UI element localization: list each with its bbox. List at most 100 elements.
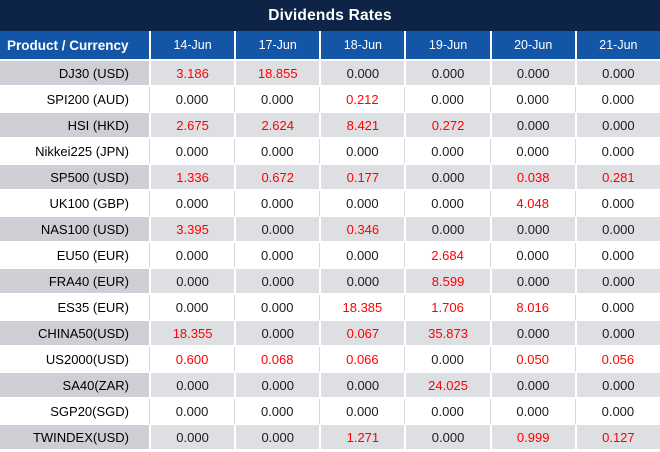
value-cell: 0.000 bbox=[404, 425, 490, 451]
value-cell: 0.000 bbox=[404, 165, 490, 191]
product-cell: US2000(USD) bbox=[0, 347, 149, 373]
value-cell: 0.000 bbox=[404, 399, 490, 425]
value-cell: 0.672 bbox=[234, 165, 320, 191]
product-cell: CHINA50(USD) bbox=[0, 321, 149, 347]
value-cell: 0.346 bbox=[319, 217, 405, 243]
value-cell: 4.048 bbox=[489, 191, 575, 217]
value-cell: 0.066 bbox=[319, 347, 405, 373]
value-cell: 0.000 bbox=[149, 243, 235, 269]
table-row: SPI200 (AUD) 0.000 0.000 0.212 0.000 0.000 0.0… bbox=[0, 87, 660, 113]
table-row: CHINA50(USD) 18.355 0.000 0.067 35.873 0.000 0… bbox=[0, 321, 660, 347]
table-row: Nikkei225 (JPN) 0.000 0.000 0.000 0.000 0.000… bbox=[0, 139, 660, 165]
product-cell: SGP20(SGD) bbox=[0, 399, 149, 425]
product-currency-header: Product / Currency bbox=[0, 31, 149, 61]
value-cell: 0.000 bbox=[234, 191, 320, 217]
value-cell: 0.600 bbox=[149, 347, 235, 373]
date-header: 21-Jun bbox=[574, 31, 660, 61]
value-cell: 0.000 bbox=[489, 373, 575, 399]
table-row: TWINDEX(USD) 0.000 0.000 1.271 0.000 0.999 0.1… bbox=[0, 425, 660, 451]
value-cell: 0.000 bbox=[489, 139, 575, 165]
value-cell: 0.000 bbox=[319, 373, 405, 399]
value-cell: 18.385 bbox=[319, 295, 405, 321]
value-cell: 0.000 bbox=[489, 217, 575, 243]
date-header: 20-Jun bbox=[489, 31, 575, 61]
value-cell: 0.000 bbox=[574, 87, 660, 113]
value-cell: 0.000 bbox=[404, 217, 490, 243]
title-bar: Dividends Rates bbox=[0, 0, 660, 31]
value-cell: 0.281 bbox=[574, 165, 660, 191]
value-cell: 2.624 bbox=[234, 113, 320, 139]
value-cell: 0.000 bbox=[489, 243, 575, 269]
value-cell: 18.355 bbox=[149, 321, 235, 347]
value-cell: 18.855 bbox=[234, 61, 320, 87]
value-cell: 0.000 bbox=[234, 321, 320, 347]
value-cell: 0.000 bbox=[489, 87, 575, 113]
value-cell: 0.056 bbox=[574, 347, 660, 373]
value-cell: 2.684 bbox=[404, 243, 490, 269]
value-cell: 0.000 bbox=[574, 269, 660, 295]
product-cell: EU50 (EUR) bbox=[0, 243, 149, 269]
value-cell: 0.000 bbox=[489, 269, 575, 295]
value-cell: 0.000 bbox=[489, 113, 575, 139]
value-cell: 0.068 bbox=[234, 347, 320, 373]
value-cell: 3.395 bbox=[149, 217, 235, 243]
value-cell: 0.000 bbox=[149, 139, 235, 165]
value-cell: 0.000 bbox=[319, 269, 405, 295]
value-cell: 0.000 bbox=[234, 87, 320, 113]
value-cell: 0.000 bbox=[404, 87, 490, 113]
value-cell: 0.000 bbox=[489, 399, 575, 425]
product-cell: Nikkei225 (JPN) bbox=[0, 139, 149, 165]
value-cell: 24.025 bbox=[404, 373, 490, 399]
table-row: SP500 (USD) 1.336 0.672 0.177 0.000 0.038 0.28… bbox=[0, 165, 660, 191]
table-row: ES35 (EUR) 0.000 0.000 18.385 1.706 8.016 0.00… bbox=[0, 295, 660, 321]
product-cell: ES35 (EUR) bbox=[0, 295, 149, 321]
value-cell: 0.000 bbox=[234, 217, 320, 243]
value-cell: 2.675 bbox=[149, 113, 235, 139]
value-cell: 0.000 bbox=[404, 191, 490, 217]
value-cell: 0.000 bbox=[234, 139, 320, 165]
product-cell: UK100 (GBP) bbox=[0, 191, 149, 217]
date-header: 17-Jun bbox=[234, 31, 320, 61]
value-cell: 0.000 bbox=[574, 139, 660, 165]
table-row: DJ30 (USD) 3.186 18.855 0.000 0.000 0.000 0.00… bbox=[0, 61, 660, 87]
value-cell: 1.271 bbox=[319, 425, 405, 451]
value-cell: 0.000 bbox=[234, 399, 320, 425]
product-cell: NAS100 (USD) bbox=[0, 217, 149, 243]
value-cell: 0.000 bbox=[574, 321, 660, 347]
value-cell: 0.000 bbox=[489, 321, 575, 347]
value-cell: 0.000 bbox=[149, 425, 235, 451]
value-cell: 0.000 bbox=[574, 113, 660, 139]
date-header: 18-Jun bbox=[319, 31, 405, 61]
value-cell: 0.000 bbox=[234, 295, 320, 321]
table-row: NAS100 (USD) 3.395 0.000 0.346 0.000 0.000 0.0… bbox=[0, 217, 660, 243]
product-cell: SPI200 (AUD) bbox=[0, 87, 149, 113]
product-cell: SP500 (USD) bbox=[0, 165, 149, 191]
value-cell: 3.186 bbox=[149, 61, 235, 87]
value-cell: 0.050 bbox=[489, 347, 575, 373]
table-row: SGP20(SGD) 0.000 0.000 0.000 0.000 0.000 0.000 bbox=[0, 399, 660, 425]
value-cell: 0.000 bbox=[319, 243, 405, 269]
value-cell: 0.272 bbox=[404, 113, 490, 139]
value-cell: 35.873 bbox=[404, 321, 490, 347]
date-header: 14-Jun bbox=[149, 31, 235, 61]
table-row: UK100 (GBP) 0.000 0.000 0.000 0.000 4.048 0.00… bbox=[0, 191, 660, 217]
table-row: SA40(ZAR) 0.000 0.000 0.000 24.025 0.000 0.000 bbox=[0, 373, 660, 399]
product-cell: FRA40 (EUR) bbox=[0, 269, 149, 295]
value-cell: 0.000 bbox=[404, 139, 490, 165]
value-cell: 0.000 bbox=[489, 61, 575, 87]
value-cell: 0.000 bbox=[319, 61, 405, 87]
value-cell: 0.000 bbox=[149, 373, 235, 399]
value-cell: 0.212 bbox=[319, 87, 405, 113]
value-cell: 0.000 bbox=[319, 399, 405, 425]
value-cell: 0.000 bbox=[234, 373, 320, 399]
product-cell: DJ30 (USD) bbox=[0, 61, 149, 87]
value-cell: 0.067 bbox=[319, 321, 405, 347]
value-cell: 0.177 bbox=[319, 165, 405, 191]
value-cell: 8.421 bbox=[319, 113, 405, 139]
product-cell: TWINDEX(USD) bbox=[0, 425, 149, 451]
value-cell: 0.000 bbox=[574, 217, 660, 243]
table-row: US2000(USD) 0.600 0.068 0.066 0.000 0.050 0.05… bbox=[0, 347, 660, 373]
table-row: FRA40 (EUR) 0.000 0.000 0.000 8.599 0.000 0.00… bbox=[0, 269, 660, 295]
rates-tbody: DJ30 (USD) 3.186 18.855 0.000 0.000 0.000 0.00… bbox=[0, 61, 660, 451]
value-cell: 1.336 bbox=[149, 165, 235, 191]
